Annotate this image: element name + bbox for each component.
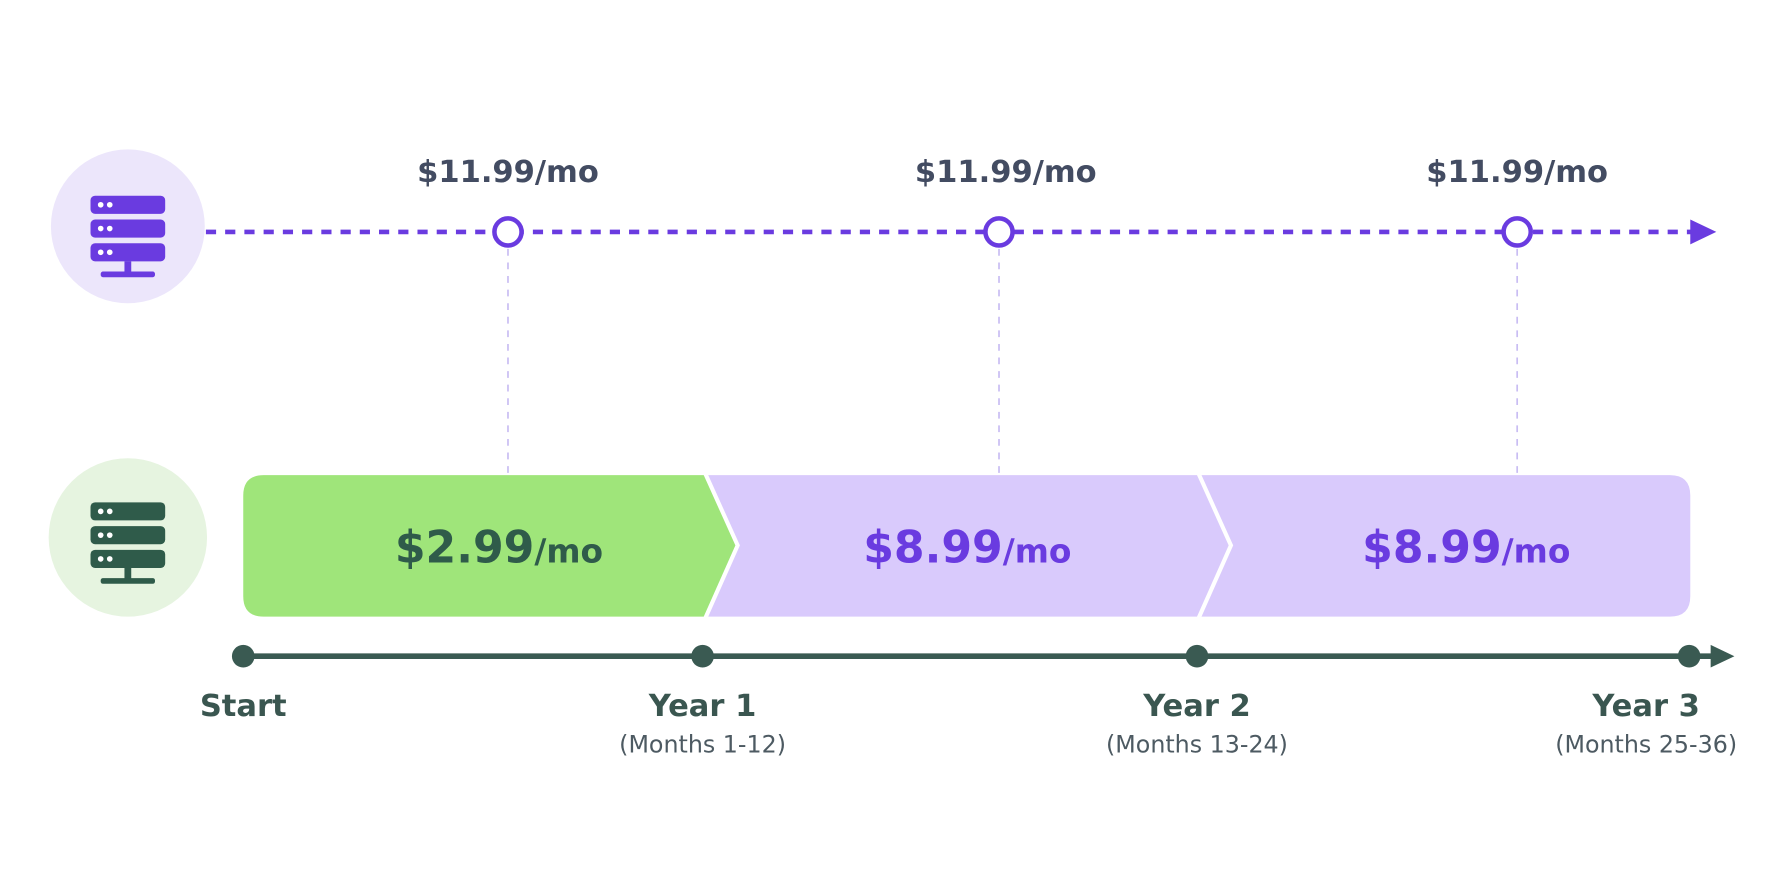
guides xyxy=(507,248,1519,473)
price-label: $11.99/mo xyxy=(1426,155,1608,190)
timeline-label: Year 2 xyxy=(1142,689,1251,724)
segment-price: $2.99/mo xyxy=(395,522,603,573)
segment-price: $8.99/mo xyxy=(863,522,1071,573)
amount: $2.99 xyxy=(395,522,535,573)
amount: $8.99 xyxy=(863,522,1003,573)
unit: /mo xyxy=(1003,532,1072,570)
segment xyxy=(243,475,736,617)
price-label: $11.99/mo xyxy=(417,155,599,190)
segment xyxy=(708,475,1229,617)
unit: /mo xyxy=(1502,532,1571,570)
timeline-sublabel: (Months 25-36) xyxy=(1555,730,1737,758)
segment-price: $8.99/mo xyxy=(1362,522,1570,573)
timeline-label: Year 1 xyxy=(648,689,757,724)
unit: /mo xyxy=(534,532,603,570)
timeline-sublabel: (Months 13-24) xyxy=(1106,730,1288,758)
timeline-label: Start xyxy=(200,689,287,724)
timeline-sublabel: (Months 1-12) xyxy=(619,730,786,758)
amount: $8.99 xyxy=(1362,522,1502,573)
timeline-label: Year 3 xyxy=(1591,689,1700,724)
segment xyxy=(1201,475,1691,617)
milestones xyxy=(492,216,1534,248)
price-label: $11.99/mo xyxy=(915,155,1097,190)
timeline-dots xyxy=(231,644,1701,668)
arrow-head xyxy=(1710,644,1735,668)
arrow-head xyxy=(1690,219,1717,245)
